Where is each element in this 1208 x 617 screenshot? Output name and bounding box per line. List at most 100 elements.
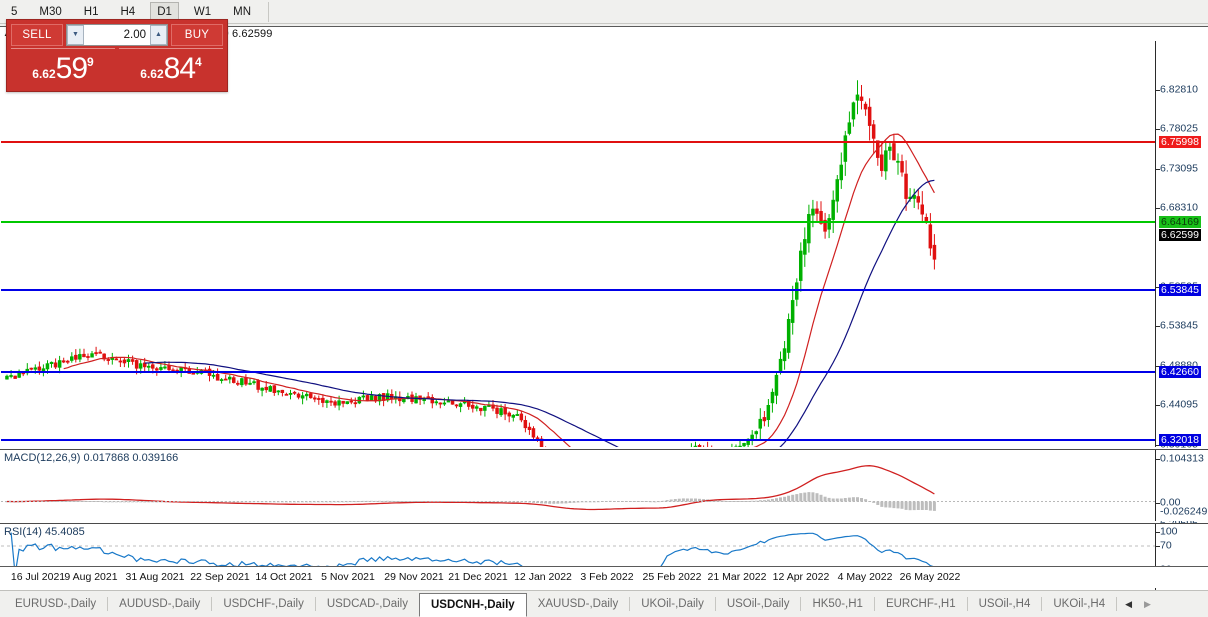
price-tick: 6.48880 xyxy=(1160,360,1198,372)
sell-price-point: 9 xyxy=(87,55,94,69)
price-level-line-blue-3[interactable] xyxy=(1,439,1155,441)
triangle-right-icon[interactable]: ▶ xyxy=(1144,598,1151,609)
timeframe-button-m5[interactable]: 5 xyxy=(11,5,18,18)
macd-plot-area[interactable] xyxy=(1,450,1156,521)
timeframe-button-mn[interactable]: MN xyxy=(233,5,252,18)
symbol-tab-bar: EURUSD-,Daily AUDUSD-,Daily USDCHF-,Dail… xyxy=(0,590,1208,617)
date-label: 14 Oct 2021 xyxy=(255,571,313,583)
date-label: 9 Aug 2021 xyxy=(64,571,118,583)
price-level-line-blue-2[interactable] xyxy=(1,371,1155,373)
date-label: 29 Nov 2021 xyxy=(384,571,444,583)
tab-divider xyxy=(1041,597,1043,611)
macd-series xyxy=(1,465,1155,511)
tab-hk50-h1[interactable]: HK50-,H1 xyxy=(812,598,863,610)
sell-price-main: 59 xyxy=(55,52,88,85)
tab-ukoil-h4[interactable]: UKOil-,H4 xyxy=(1053,598,1106,610)
timeframe-button-h1[interactable]: H1 xyxy=(83,5,99,18)
price-tick: 6.44095 xyxy=(1160,398,1198,411)
tab-ukoil-daily[interactable]: UKOil-,Daily xyxy=(641,598,704,610)
price-level-line-blue-1[interactable] xyxy=(1,289,1155,291)
buy-button[interactable]: BUY xyxy=(171,23,223,46)
candlestick-series xyxy=(5,80,937,447)
tab-usdcnh-daily[interactable]: USDCNH-,Daily xyxy=(418,593,527,617)
price-pane: 6.82810 6.78025 6.73095 6.68310 6.58595 … xyxy=(0,41,1208,450)
tab-divider xyxy=(873,597,875,611)
tab-divider xyxy=(966,597,968,611)
trade-panel-price-row: 6.62 59 9 6.62 84 4 xyxy=(7,46,227,91)
price-axis[interactable]: 6.82810 6.78025 6.73095 6.68310 6.58595 … xyxy=(1156,41,1208,450)
tab-divider xyxy=(629,597,631,611)
tab-divider xyxy=(314,597,316,611)
triangle-left-icon[interactable]: ◀ xyxy=(1125,598,1133,609)
volume-input[interactable]: 2.00 xyxy=(84,24,150,45)
date-label: 21 Dec 2021 xyxy=(448,571,508,583)
price-tag-green-level: 6.64169 xyxy=(1159,216,1201,228)
tab-scroll-controls: ◀ ▶ xyxy=(1117,591,1159,617)
date-label: 3 Feb 2022 xyxy=(580,571,634,583)
date-label: 12 Jan 2022 xyxy=(514,571,572,583)
trade-panel-controls-row: SELL ▼ 2.00 ▲ BUY xyxy=(7,20,227,46)
rsi-tick: 100 xyxy=(1160,525,1178,538)
tab-usoil-daily[interactable]: USOil-,Daily xyxy=(726,598,790,610)
toolbar-divider xyxy=(268,1,270,22)
buy-price-main: 84 xyxy=(163,52,196,85)
buy-price-display[interactable]: 6.62 84 4 xyxy=(119,48,223,87)
price-tag-last-price: 6.62599 xyxy=(1159,229,1201,241)
tab-divider xyxy=(211,597,213,611)
one-click-trade-panel[interactable]: SELL ▼ 2.00 ▲ BUY 6.62 59 9 6.62 84 4 xyxy=(6,19,228,92)
macd-axis[interactable]: 0.104313 0.00 -0.026249 xyxy=(1156,450,1208,521)
date-label: 4 May 2022 xyxy=(837,571,893,583)
timeframe-button-w1[interactable]: W1 xyxy=(193,5,212,18)
date-label: 21 Mar 2022 xyxy=(707,571,767,583)
price-tag-blue-1: 6.53845 xyxy=(1159,284,1201,296)
price-tag-blue-3: 6.32018 xyxy=(1159,434,1201,446)
date-label: 25 Feb 2022 xyxy=(642,571,702,583)
price-tick: 6.53845 xyxy=(1160,319,1198,332)
chart-window: ▲ USDCNH-,Daily 6.66014 6.66109 6.61629 … xyxy=(0,26,1208,591)
sell-price-display[interactable]: 6.62 59 9 xyxy=(11,48,115,87)
timeframe-button-h4[interactable]: H4 xyxy=(120,5,136,18)
macd-tick: 0.00 xyxy=(1160,496,1181,509)
date-label: 26 May 2022 xyxy=(899,571,961,583)
chevron-up-icon[interactable]: ▲ xyxy=(150,24,167,45)
price-level-line-green[interactable] xyxy=(1,221,1155,223)
tab-xauusd-daily[interactable]: XAUUSD-,Daily xyxy=(537,598,619,610)
price-tag-blue-2: 6.42660 xyxy=(1159,366,1201,378)
buy-price-point: 4 xyxy=(195,55,202,69)
price-tag-ask-level: 6.75998 xyxy=(1159,136,1201,148)
date-label: 31 Aug 2021 xyxy=(125,571,185,583)
date-label: 16 Jul 2021 xyxy=(10,571,66,583)
sell-price-prefix: 6.62 xyxy=(32,67,56,81)
volume-stepper[interactable]: ▼ 2.00 ▲ xyxy=(66,23,168,46)
tab-eurchf-h1[interactable]: EURCHF-,H1 xyxy=(885,598,956,610)
rsi-label: RSI(14) 45.4085 xyxy=(4,526,85,538)
macd-label: MACD(12,26,9) 0.017868 0.039166 xyxy=(4,452,179,464)
tab-eurusd-daily[interactable]: EURUSD-,Daily xyxy=(15,598,97,610)
price-tick: 6.73095 xyxy=(1160,162,1198,175)
price-tick: 6.78025 xyxy=(1160,122,1198,135)
macd-tick: -0.026249 xyxy=(1160,505,1208,518)
date-label: 12 Apr 2022 xyxy=(772,571,830,583)
date-label: 22 Sep 2021 xyxy=(190,571,250,583)
tab-divider xyxy=(1116,597,1118,611)
tab-usdcad-daily[interactable]: USDCAD-,Daily xyxy=(326,598,408,610)
tab-audusd-daily[interactable]: AUDUSD-,Daily xyxy=(119,598,201,610)
date-axis[interactable]: 16 Jul 2021 9 Aug 2021 31 Aug 2021 22 Se… xyxy=(0,566,1208,588)
price-tick: 6.68310 xyxy=(1160,201,1198,214)
buy-price-prefix: 6.62 xyxy=(140,67,164,81)
tab-divider xyxy=(714,597,716,611)
date-label: 5 Nov 2021 xyxy=(321,571,375,583)
sell-button[interactable]: SELL xyxy=(11,23,63,46)
rsi-tick: 70 xyxy=(1160,539,1172,552)
tab-usoil-h4[interactable]: USOil-,H4 xyxy=(978,598,1031,610)
tab-divider xyxy=(107,597,109,611)
chevron-down-icon[interactable]: ▼ xyxy=(67,24,84,45)
price-tick: 6.82810 xyxy=(1160,83,1198,96)
tab-usdchf-daily[interactable]: USDCHF-,Daily xyxy=(223,598,304,610)
timeframe-button-m30[interactable]: M30 xyxy=(39,5,62,18)
price-plot-area[interactable] xyxy=(1,41,1156,447)
price-level-line-red[interactable] xyxy=(1,141,1155,143)
tab-divider xyxy=(800,597,802,611)
macd-pane: MACD(12,26,9) 0.017868 0.039166 0.104313… xyxy=(0,449,1208,521)
